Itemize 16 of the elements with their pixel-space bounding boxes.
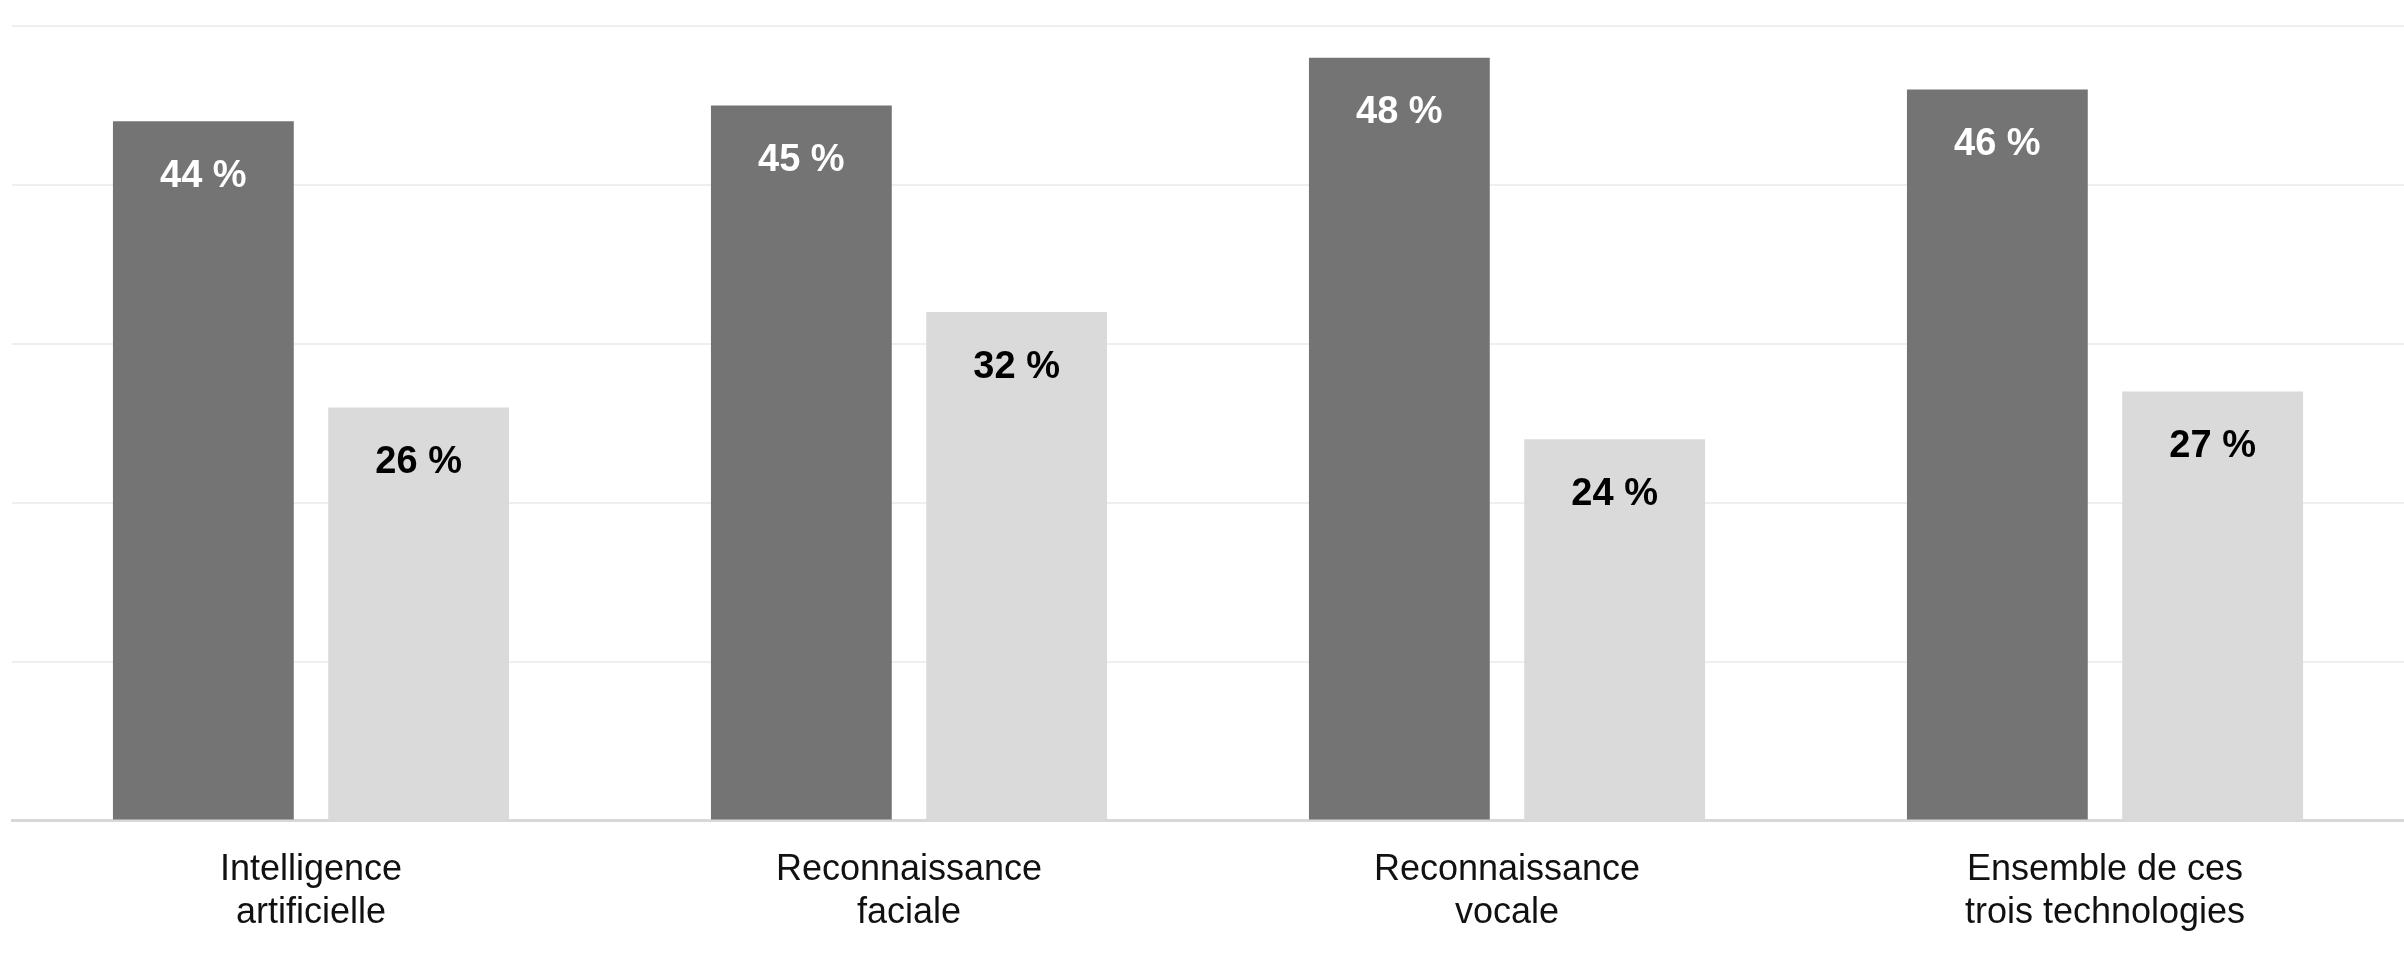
data-label: 46 % xyxy=(1954,121,2041,164)
x-tick-label: Reconnaissance faciale xyxy=(775,847,1043,932)
x-tick-label: Reconnaissance vocale xyxy=(1373,847,1641,932)
data-label: 45 % xyxy=(758,136,845,179)
x-tick-label: Ensemble de ces trois technologies xyxy=(1964,847,2246,932)
data-label: 44 % xyxy=(160,152,247,195)
data-label: 48 % xyxy=(1356,89,1443,132)
bar xyxy=(1906,89,2088,820)
bar xyxy=(710,105,892,820)
data-label: 32 % xyxy=(973,343,1060,386)
data-label: 24 % xyxy=(1571,470,1658,513)
bar xyxy=(112,121,294,820)
data-label: 27 % xyxy=(2169,423,2256,465)
x-tick-label: Intelligence artificielle xyxy=(219,847,403,932)
data-label: 26 % xyxy=(375,438,462,481)
bar xyxy=(1308,57,1490,820)
